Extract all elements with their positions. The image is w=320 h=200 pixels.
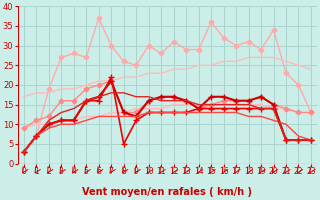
X-axis label: Vent moyen/en rafales ( km/h ): Vent moyen/en rafales ( km/h ) [82,187,252,197]
